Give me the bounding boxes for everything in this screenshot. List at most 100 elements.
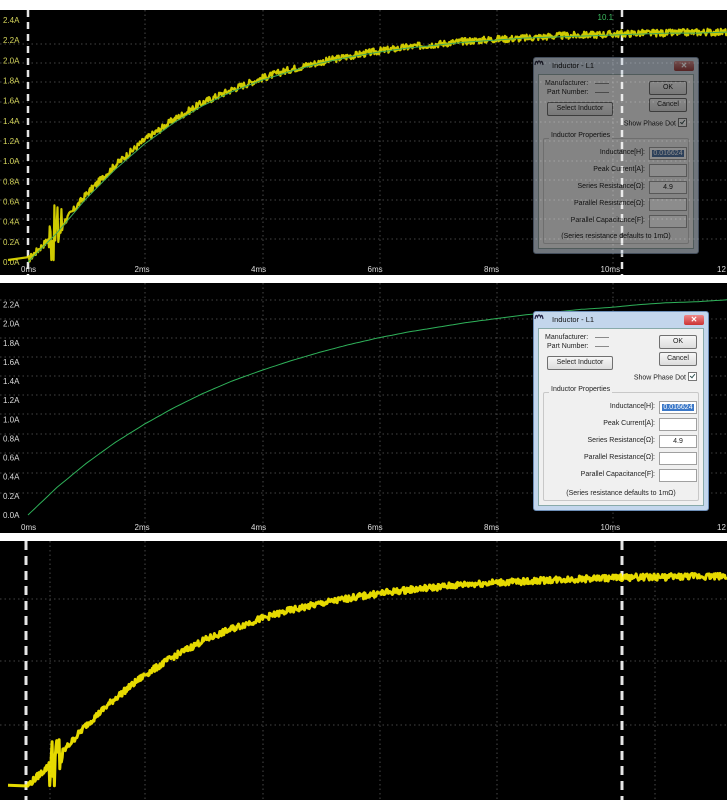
field-input[interactable] bbox=[659, 469, 697, 482]
x-tick-label: 2ms bbox=[135, 523, 150, 532]
field-label: Inductance[H]: bbox=[599, 149, 645, 156]
chart-measured-panel: 0.0A 0.2A 0.4A 0.6A 0.8A 1.0A 1.2A 1.4A 1.6A 1.8A… bbox=[0, 10, 727, 275]
field-input[interactable] bbox=[649, 198, 687, 211]
y-tick-label: 0.0A bbox=[3, 258, 20, 267]
x-tick-label: 12 bbox=[717, 523, 726, 532]
close-button[interactable]: ✕ bbox=[684, 314, 704, 325]
part-number-label: Part Number: bbox=[547, 89, 589, 96]
y-tick-label: 0.0A bbox=[3, 511, 20, 520]
x-tick-label: 4ms bbox=[251, 523, 266, 532]
dialog-body: Manufacturer: —— Part Number: —— Select … bbox=[538, 74, 694, 249]
dialog-body: Manufacturer: —— Part Number: —— Select … bbox=[538, 328, 704, 506]
inductor-dialog[interactable]: Inductor - L1 ✕ Manufacturer: —— Part Nu… bbox=[533, 311, 709, 511]
y-tick-label: 2.4A bbox=[3, 16, 20, 25]
series-line bbox=[27, 31, 727, 263]
y-tick-label: 0.4A bbox=[3, 218, 20, 227]
y-tick-label: 0.2A bbox=[3, 492, 20, 501]
y-tick-label: 1.4A bbox=[3, 117, 20, 126]
y-tick-label: 0.8A bbox=[3, 177, 20, 186]
dialog-title: Inductor - L1 bbox=[552, 315, 595, 324]
y-tick-label: 1.0A bbox=[3, 415, 20, 424]
x-tick-label: 0ms bbox=[21, 265, 36, 274]
y-tick-label: 0.2A bbox=[3, 238, 20, 247]
chart-simulation: 0.0A 0.2A 0.4A 0.6A 0.8A 1.0A 1.2A 1.4A 1.6A 1.8A… bbox=[0, 283, 727, 533]
close-button[interactable]: ✕ bbox=[674, 60, 694, 71]
series-line bbox=[7, 571, 727, 788]
y-tick-label: 2.0A bbox=[3, 320, 20, 329]
x-tick-label: 6ms bbox=[368, 265, 383, 274]
field-input[interactable] bbox=[649, 215, 687, 228]
field-input[interactable]: 0.016624 bbox=[659, 401, 697, 414]
y-tick-label: 1.4A bbox=[3, 377, 20, 386]
field-input[interactable]: 4.9 bbox=[649, 181, 687, 194]
select-inductor-button[interactable]: Select Inductor bbox=[547, 102, 613, 116]
part-number-label: Part Number: bbox=[547, 343, 589, 350]
x-tick-label: 2ms bbox=[135, 265, 150, 274]
show-phase-dot-label: Show Phase Dot bbox=[623, 120, 676, 128]
field-input[interactable] bbox=[649, 164, 687, 177]
y-tick-label: 1.8A bbox=[3, 77, 20, 86]
inductor-properties-group bbox=[543, 392, 699, 501]
field-value: 4.9 bbox=[663, 184, 673, 191]
footnote: (Series resistance defaults to 1mΩ) bbox=[561, 233, 671, 240]
show-phase-dot: Show Phase Dot bbox=[623, 118, 687, 128]
cancel-button[interactable]: Cancel bbox=[649, 98, 687, 112]
part-number-value: —— bbox=[595, 343, 609, 350]
y-tick-label: 1.8A bbox=[3, 339, 20, 348]
x-tick-label: 8ms bbox=[484, 523, 499, 532]
manufacturer-label: Manufacturer: bbox=[545, 80, 589, 87]
y-tick-label: 1.2A bbox=[3, 137, 20, 146]
select-inductor-button[interactable]: Select Inductor bbox=[547, 356, 613, 370]
dialog-title: Inductor - L1 bbox=[552, 61, 595, 70]
cursor-annotation: 10.1 bbox=[598, 13, 614, 22]
footnote: (Series resistance defaults to 1mΩ) bbox=[566, 490, 676, 497]
chart-simulation-panel: 0.0A 0.2A 0.4A 0.6A 0.8A 1.0A 1.2A 1.4A 1.6A 1.8A… bbox=[0, 283, 727, 533]
y-tick-label: 1.2A bbox=[3, 396, 20, 405]
field-input[interactable]: 0.016624 bbox=[649, 147, 687, 160]
inductor-icon bbox=[534, 60, 548, 70]
y-tick-label: 2.2A bbox=[3, 36, 20, 45]
field-label: Series Resistance[Ω]: bbox=[587, 437, 655, 444]
show-phase-dot: Show Phase Dot bbox=[633, 372, 697, 382]
dialog-titlebar[interactable]: Inductor - L1 ✕ bbox=[534, 58, 698, 73]
show-phase-dot-label: Show Phase Dot bbox=[633, 374, 686, 382]
inductor-properties-group bbox=[543, 138, 689, 244]
manufacturer-value: —— bbox=[595, 80, 609, 87]
part-number-value: —— bbox=[595, 89, 609, 96]
x-tick-label: 6ms bbox=[368, 523, 383, 532]
field-label: Parallel Resistance[Ω]: bbox=[584, 454, 655, 461]
cancel-button[interactable]: Cancel bbox=[659, 352, 697, 366]
ok-button[interactable]: OK bbox=[649, 81, 687, 95]
x-tick-label: 8ms bbox=[484, 265, 499, 274]
field-label: Inductance[H]: bbox=[609, 403, 655, 410]
show-phase-dot-checkbox[interactable] bbox=[688, 372, 697, 381]
ok-button[interactable]: OK bbox=[659, 335, 697, 349]
y-tick-label: 0.6A bbox=[3, 454, 20, 463]
inductor-properties-label: Inductor Properties bbox=[549, 386, 613, 393]
dialog-titlebar[interactable]: Inductor - L1 ✕ bbox=[534, 312, 708, 327]
field-input[interactable] bbox=[659, 452, 697, 465]
x-tick-label: 10ms bbox=[601, 265, 621, 274]
show-phase-dot-checkbox[interactable] bbox=[678, 118, 687, 127]
field-value: 4.9 bbox=[673, 438, 683, 445]
inductor-dialog-overlay: Inductor - L1 ✕ Manufacturer: —— Part Nu… bbox=[533, 57, 699, 254]
field-label: Series Resistance[Ω]: bbox=[577, 183, 645, 190]
y-tick-label: 2.0A bbox=[3, 56, 20, 65]
y-tick-label: 1.6A bbox=[3, 97, 20, 106]
field-label: Parallel Resistance[Ω]: bbox=[574, 200, 645, 207]
field-input[interactable] bbox=[659, 418, 697, 431]
y-tick-label: 0.6A bbox=[3, 198, 20, 207]
manufacturer-value: —— bbox=[595, 334, 609, 341]
series-line bbox=[27, 299, 727, 516]
field-value: 0.016624 bbox=[652, 150, 684, 157]
chart-capture bbox=[0, 541, 727, 800]
field-label: Peak Current[A]: bbox=[603, 420, 655, 427]
field-input[interactable]: 4.9 bbox=[659, 435, 697, 448]
inductor-properties-label: Inductor Properties bbox=[549, 132, 613, 139]
y-tick-label: 1.0A bbox=[3, 157, 20, 166]
field-label: Parallel Capacitance[F]: bbox=[570, 217, 645, 224]
x-tick-label: 10ms bbox=[601, 523, 621, 532]
x-tick-label: 4ms bbox=[251, 265, 266, 274]
field-value: 0.016624 bbox=[662, 404, 694, 411]
y-tick-label: 0.8A bbox=[3, 434, 20, 443]
